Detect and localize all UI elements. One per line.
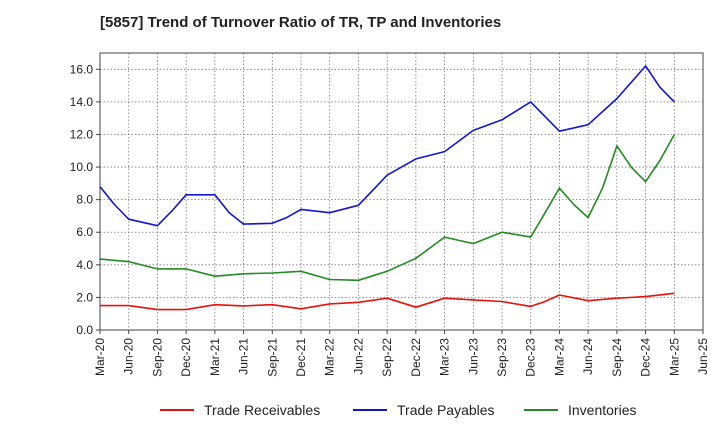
- x-tick-label: Mar-22: [323, 338, 337, 376]
- x-tick-label: Dec-20: [179, 338, 193, 377]
- series-line-trade-receivables: [100, 292, 675, 311]
- y-tick-label: 12.0: [70, 127, 94, 141]
- x-tick-label: Jun-20: [122, 338, 136, 375]
- series-line-inventories: [99, 134, 675, 282]
- legend-layer: Trade Receivables Trade Payables Inventori…: [160, 402, 636, 418]
- x-tick-label: Sep-21: [265, 338, 279, 377]
- legend-label-inventories: Inventories: [568, 402, 636, 418]
- x-tick-label: Dec-22: [409, 338, 423, 377]
- y-tick-label: 16.0: [70, 62, 94, 76]
- x-tick-label: Dec-23: [524, 338, 538, 377]
- x-tick-label: Jun-23: [466, 338, 480, 375]
- x-tick-label: Jun-21: [237, 338, 251, 375]
- x-tick-label: Sep-22: [380, 338, 394, 377]
- x-tick-label: Mar-21: [208, 338, 222, 376]
- x-tick-label: Mar-23: [438, 338, 452, 376]
- grid-layer: [100, 53, 703, 331]
- series-layer: [99, 65, 675, 311]
- y-tick-label: 6.0: [76, 225, 93, 239]
- chart-title: [5857] Trend of Turnover Ratio of TR, TP…: [100, 14, 502, 31]
- y-tick-label: 10.0: [70, 160, 94, 174]
- x-tick-label: Jun-25: [696, 338, 710, 375]
- x-tick-label: Mar-20: [93, 338, 107, 376]
- axis-layer: Mar-20 Jun-20 Sep-20 Dec-20 Mar-21 Jun-21 Sep-…: [70, 62, 710, 376]
- x-tick-label: Jun-22: [351, 338, 365, 375]
- x-tick-label: Sep-20: [150, 338, 164, 377]
- y-tick-label: 14.0: [70, 95, 94, 109]
- x-tick-label: Sep-23: [495, 338, 509, 377]
- plot-frame: [99, 52, 704, 331]
- x-tick-label: Jun-24: [581, 338, 595, 375]
- y-tick-label: 4.0: [76, 258, 93, 272]
- series-line-trade-payables: [99, 65, 675, 227]
- y-tick-label: 2.0: [76, 290, 93, 304]
- x-tick-label: Mar-25: [667, 338, 681, 376]
- legend-label-trade-receivables: Trade Receivables: [204, 402, 320, 418]
- y-tick-label: 0.0: [76, 323, 93, 337]
- x-tick-label: Dec-24: [639, 338, 653, 377]
- y-tick-label: 8.0: [76, 193, 93, 207]
- legend-label-trade-payables: Trade Payables: [397, 402, 495, 418]
- x-tick-label: Sep-24: [610, 338, 624, 377]
- x-tick-label: Mar-24: [552, 338, 566, 376]
- x-tick-label: Dec-21: [294, 338, 308, 377]
